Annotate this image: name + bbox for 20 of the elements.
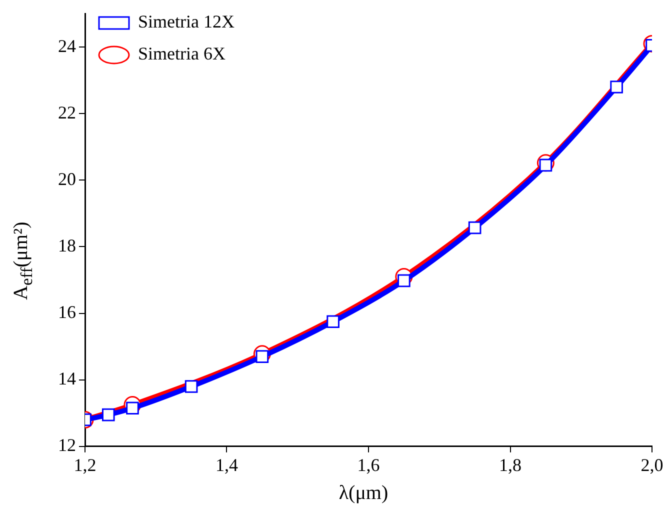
x-tick-label: 1,2 <box>74 454 96 475</box>
point <box>102 408 115 422</box>
y-tick-label: 18 <box>58 235 76 256</box>
x-tick-label: 1,6 <box>357 454 380 475</box>
x-tick-label: 2,0 <box>640 454 664 475</box>
y-tick-label: 14 <box>58 368 76 389</box>
y-tick-label: 12 <box>58 435 76 456</box>
x-axis-title: λ(μm) <box>338 482 390 505</box>
y-tick-label: 24 <box>58 36 76 56</box>
x-tick-label: 1,8 <box>499 454 522 475</box>
point <box>184 380 198 393</box>
legend-label: Simetria 12X <box>138 12 234 32</box>
y-tick-label: 20 <box>58 168 76 189</box>
x-tick-label: 1,4 <box>216 454 238 475</box>
y-tick-label: 16 <box>58 302 76 322</box>
y-tick-label: 22 <box>58 102 76 122</box>
point <box>610 80 623 94</box>
legend-label: Simetria 6X <box>138 44 226 64</box>
point <box>326 315 340 328</box>
point <box>468 221 482 234</box>
